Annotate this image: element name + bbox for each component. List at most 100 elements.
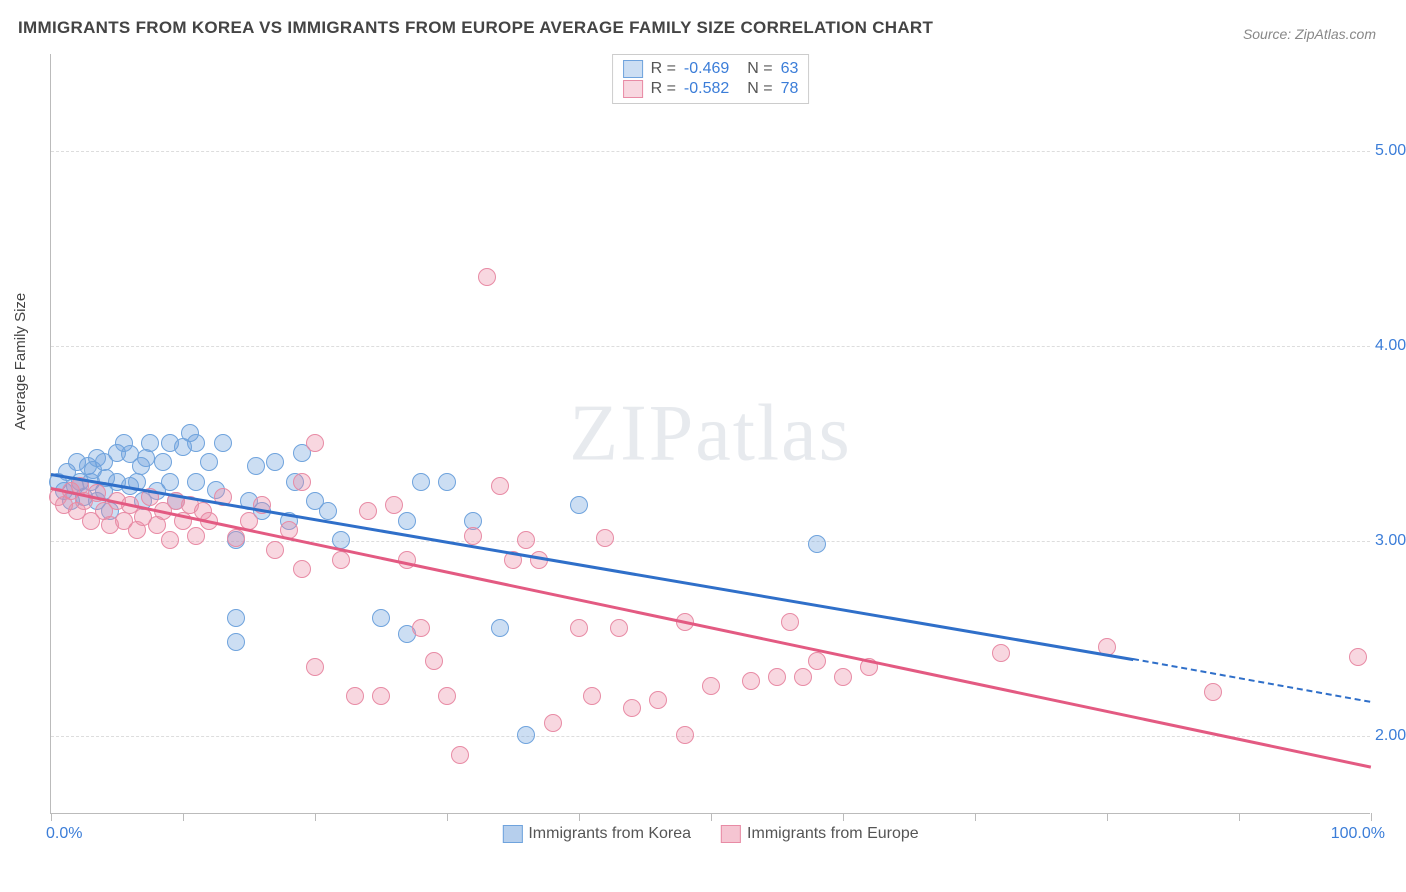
scatter-point	[319, 502, 337, 520]
legend-series-item: Immigrants from Europe	[721, 825, 919, 843]
scatter-point	[332, 551, 350, 569]
scatter-point	[676, 726, 694, 744]
scatter-point	[438, 687, 456, 705]
gridline	[51, 736, 1370, 737]
x-tick	[447, 813, 448, 821]
scatter-point	[214, 434, 232, 452]
scatter-point	[425, 652, 443, 670]
trend-line	[51, 487, 1372, 768]
y-tick-label: 5.00	[1375, 142, 1406, 160]
legend-n-value: 78	[781, 80, 799, 98]
scatter-point	[227, 529, 245, 547]
x-tick	[1107, 813, 1108, 821]
scatter-point	[544, 714, 562, 732]
scatter-point	[438, 473, 456, 491]
scatter-point	[570, 619, 588, 637]
gridline	[51, 346, 1370, 347]
legend-correlation-row: R =-0.469N =63	[623, 59, 799, 79]
scatter-point	[141, 434, 159, 452]
scatter-point	[161, 473, 179, 491]
scatter-plot-area: ZIPatlas R =-0.469N =63R =-0.582N =78 0.…	[50, 54, 1370, 814]
scatter-point	[306, 658, 324, 676]
legend-series-label: Immigrants from Europe	[747, 825, 919, 843]
scatter-point	[596, 529, 614, 547]
scatter-point	[346, 687, 364, 705]
legend-n-value: 63	[781, 60, 799, 78]
x-tick	[51, 813, 52, 821]
scatter-point	[187, 473, 205, 491]
scatter-point	[834, 668, 852, 686]
legend-n-label: N =	[747, 80, 772, 98]
y-axis-label: Average Family Size	[12, 293, 29, 430]
scatter-point	[517, 531, 535, 549]
scatter-point	[161, 531, 179, 549]
legend-swatch	[623, 80, 643, 98]
scatter-point	[570, 496, 588, 514]
x-axis-min-label: 0.0%	[46, 825, 82, 843]
scatter-point	[154, 453, 172, 471]
scatter-point	[247, 457, 265, 475]
scatter-point	[385, 496, 403, 514]
gridline	[51, 151, 1370, 152]
scatter-point	[464, 527, 482, 545]
x-tick	[183, 813, 184, 821]
x-tick	[315, 813, 316, 821]
scatter-point	[372, 609, 390, 627]
x-tick	[579, 813, 580, 821]
scatter-point	[649, 691, 667, 709]
scatter-point	[266, 453, 284, 471]
trend-line	[51, 473, 1134, 661]
scatter-point	[491, 619, 509, 637]
scatter-point	[491, 477, 509, 495]
x-tick	[1371, 813, 1372, 821]
legend-swatch	[721, 825, 741, 843]
scatter-point	[293, 560, 311, 578]
trend-line-extrapolated	[1133, 658, 1371, 703]
legend-r-label: R =	[651, 80, 676, 98]
x-tick	[843, 813, 844, 821]
scatter-point	[372, 687, 390, 705]
legend-correlation-row: R = -0.582 N = 78	[623, 79, 799, 99]
scatter-point	[451, 746, 469, 764]
scatter-point	[227, 633, 245, 651]
chart-title: IMMIGRANTS FROM KOREA VS IMMIGRANTS FROM…	[18, 18, 933, 38]
legend-n-label: N =	[747, 60, 772, 78]
legend-r-value: -0.582	[684, 80, 729, 98]
scatter-point	[781, 613, 799, 631]
gridline	[51, 541, 1370, 542]
scatter-point	[992, 644, 1010, 662]
source-attribution: Source: ZipAtlas.com	[1243, 26, 1376, 42]
scatter-point	[623, 699, 641, 717]
scatter-point	[412, 473, 430, 491]
scatter-point	[266, 541, 284, 559]
scatter-point	[583, 687, 601, 705]
scatter-point	[794, 668, 812, 686]
scatter-point	[517, 726, 535, 744]
legend-r-value: -0.469	[684, 60, 729, 78]
legend-swatch	[502, 825, 522, 843]
scatter-point	[412, 619, 430, 637]
scatter-point	[768, 668, 786, 686]
watermark-text: ZIPatlas	[569, 388, 852, 479]
scatter-point	[1204, 683, 1222, 701]
scatter-point	[293, 473, 311, 491]
scatter-point	[808, 535, 826, 553]
scatter-point	[137, 449, 155, 467]
scatter-point	[227, 609, 245, 627]
scatter-point	[610, 619, 628, 637]
series-legend: Immigrants from Korea Immigrants from Eur…	[502, 825, 918, 843]
x-tick	[1239, 813, 1240, 821]
y-tick-label: 3.00	[1375, 532, 1406, 550]
legend-series-label: Immigrants from Korea	[528, 825, 691, 843]
scatter-point	[702, 677, 720, 695]
scatter-point	[187, 527, 205, 545]
scatter-point	[187, 434, 205, 452]
correlation-legend: R = -0.469 N = 63R = -0.582 N = 78	[612, 54, 810, 104]
legend-series-item: Immigrants from Korea	[502, 825, 691, 843]
x-tick	[975, 813, 976, 821]
scatter-point	[1349, 648, 1367, 666]
scatter-point	[808, 652, 826, 670]
scatter-point	[306, 434, 324, 452]
legend-swatch	[623, 60, 643, 78]
x-axis-max-label: 100.0%	[1331, 825, 1385, 843]
